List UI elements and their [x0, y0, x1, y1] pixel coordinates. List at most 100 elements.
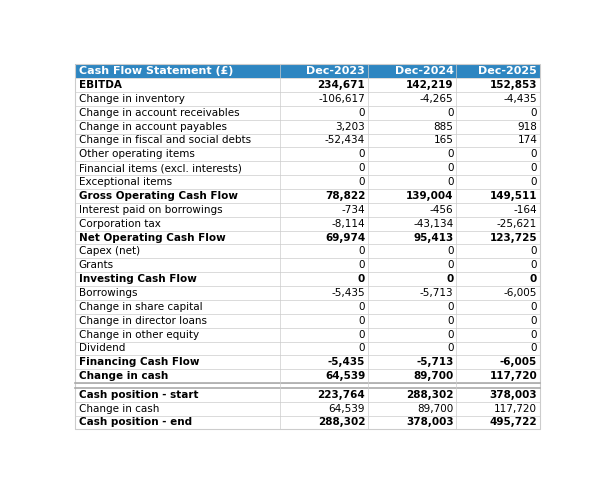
Text: 234,671: 234,671 [317, 80, 365, 90]
Text: -4,435: -4,435 [503, 94, 537, 104]
Text: 95,413: 95,413 [413, 232, 454, 242]
Text: Investing Cash Flow: Investing Cash Flow [79, 274, 197, 284]
Text: 123,725: 123,725 [490, 232, 537, 242]
FancyBboxPatch shape [75, 203, 540, 217]
Text: 165: 165 [434, 135, 454, 145]
Text: 0: 0 [359, 329, 365, 340]
Text: -106,617: -106,617 [319, 94, 365, 104]
Text: Change in director loans: Change in director loans [79, 316, 207, 326]
Text: 0: 0 [447, 149, 454, 159]
Text: 0: 0 [359, 302, 365, 312]
Text: 0: 0 [447, 344, 454, 354]
Text: 0: 0 [447, 302, 454, 312]
Text: 223,764: 223,764 [317, 390, 365, 400]
Text: Interest paid on borrowings: Interest paid on borrowings [79, 205, 223, 215]
Text: 0: 0 [531, 329, 537, 340]
Text: 0: 0 [531, 246, 537, 257]
FancyBboxPatch shape [75, 327, 540, 342]
Text: Exceptional items: Exceptional items [79, 177, 172, 187]
FancyBboxPatch shape [75, 230, 540, 244]
Text: 0: 0 [531, 344, 537, 354]
Text: 885: 885 [434, 122, 454, 132]
Text: 0: 0 [447, 260, 454, 270]
FancyBboxPatch shape [75, 369, 540, 383]
Text: 0: 0 [447, 163, 454, 173]
Text: -8,114: -8,114 [332, 219, 365, 229]
Text: Dec-2024: Dec-2024 [395, 66, 454, 76]
Text: 69,974: 69,974 [325, 232, 365, 242]
FancyBboxPatch shape [75, 92, 540, 106]
Text: Net Operating Cash Flow: Net Operating Cash Flow [79, 232, 226, 242]
FancyBboxPatch shape [75, 286, 540, 300]
Text: Corporation tax: Corporation tax [79, 219, 161, 229]
Text: -456: -456 [430, 205, 454, 215]
Text: Change in other equity: Change in other equity [79, 329, 199, 340]
FancyBboxPatch shape [75, 161, 540, 175]
Text: 0: 0 [531, 108, 537, 118]
Text: 0: 0 [359, 344, 365, 354]
FancyBboxPatch shape [75, 244, 540, 259]
Text: EBITDA: EBITDA [79, 80, 122, 90]
Text: 149,511: 149,511 [490, 191, 537, 201]
Text: 0: 0 [531, 163, 537, 173]
Text: Change in account payables: Change in account payables [79, 122, 227, 132]
Text: 0: 0 [447, 177, 454, 187]
Text: -6,005: -6,005 [504, 288, 537, 298]
Text: Grants: Grants [79, 260, 114, 270]
Text: 918: 918 [517, 122, 537, 132]
Text: -164: -164 [514, 205, 537, 215]
Text: 89,700: 89,700 [413, 371, 454, 381]
FancyBboxPatch shape [75, 259, 540, 272]
Text: -25,621: -25,621 [497, 219, 537, 229]
Text: 0: 0 [446, 274, 454, 284]
Text: 0: 0 [359, 316, 365, 326]
Text: Change in cash: Change in cash [79, 403, 159, 413]
Text: Dec-2025: Dec-2025 [478, 66, 537, 76]
FancyBboxPatch shape [75, 300, 540, 314]
Text: 0: 0 [531, 177, 537, 187]
FancyBboxPatch shape [75, 106, 540, 120]
Text: 0: 0 [531, 316, 537, 326]
Text: 288,302: 288,302 [406, 390, 454, 400]
Text: Financing Cash Flow: Financing Cash Flow [79, 357, 199, 367]
Text: 0: 0 [447, 108, 454, 118]
Text: -43,134: -43,134 [413, 219, 454, 229]
Text: 152,853: 152,853 [490, 80, 537, 90]
FancyBboxPatch shape [75, 147, 540, 161]
Text: Cash position - end: Cash position - end [79, 417, 192, 428]
Text: Gross Operating Cash Flow: Gross Operating Cash Flow [79, 191, 238, 201]
Text: -4,265: -4,265 [420, 94, 454, 104]
Text: 139,004: 139,004 [406, 191, 454, 201]
Text: 142,219: 142,219 [406, 80, 454, 90]
FancyBboxPatch shape [75, 383, 540, 388]
FancyBboxPatch shape [75, 134, 540, 147]
Text: 89,700: 89,700 [417, 403, 454, 413]
Text: 495,722: 495,722 [490, 417, 537, 428]
Text: 117,720: 117,720 [494, 403, 537, 413]
Text: Financial items (excl. interests): Financial items (excl. interests) [79, 163, 242, 173]
FancyBboxPatch shape [75, 272, 540, 286]
Text: Change in cash: Change in cash [79, 371, 168, 381]
Text: Cash position - start: Cash position - start [79, 390, 198, 400]
FancyBboxPatch shape [75, 120, 540, 134]
Text: Dec-2023: Dec-2023 [307, 66, 365, 76]
Text: 0: 0 [447, 329, 454, 340]
Text: Change in inventory: Change in inventory [79, 94, 185, 104]
Text: 378,003: 378,003 [490, 390, 537, 400]
Text: Change in fiscal and social debts: Change in fiscal and social debts [79, 135, 251, 145]
Text: 64,539: 64,539 [329, 403, 365, 413]
Text: 0: 0 [447, 316, 454, 326]
Text: -5,435: -5,435 [328, 357, 365, 367]
Text: 378,003: 378,003 [406, 417, 454, 428]
Text: -52,434: -52,434 [325, 135, 365, 145]
Text: 64,539: 64,539 [325, 371, 365, 381]
Text: 0: 0 [531, 149, 537, 159]
FancyBboxPatch shape [75, 342, 540, 356]
Text: Change in share capital: Change in share capital [79, 302, 202, 312]
Text: 0: 0 [359, 177, 365, 187]
Text: Dividend: Dividend [79, 344, 125, 354]
Text: 0: 0 [358, 274, 365, 284]
FancyBboxPatch shape [75, 388, 540, 402]
FancyBboxPatch shape [75, 64, 540, 78]
Text: 78,822: 78,822 [325, 191, 365, 201]
